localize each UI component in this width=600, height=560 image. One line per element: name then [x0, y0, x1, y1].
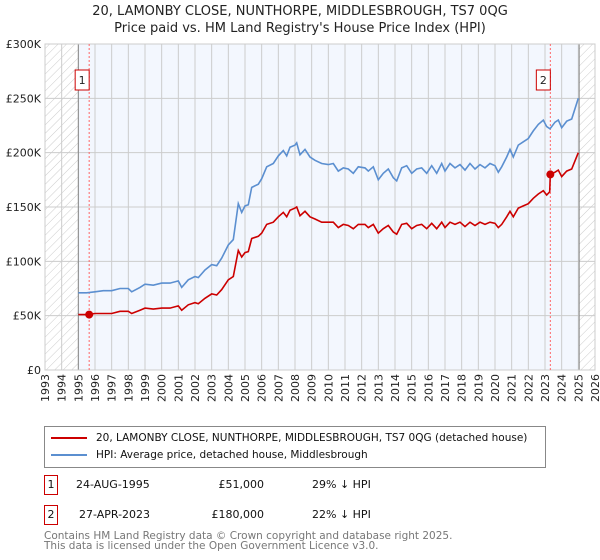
legend: 20, LAMONBY CLOSE, NUNTHORPE, MIDDLESBRO… — [44, 426, 546, 468]
plot-area: 1993 1994 1995 1996 1997 1998 1999 2000 2001 2002… — [6, 38, 600, 402]
legend-item-property: 20, LAMONBY CLOSE, NUNTHORPE, MIDDLESBRO… — [51, 430, 527, 446]
x-tick-label: 1994 — [56, 374, 69, 402]
legend-swatch — [51, 437, 87, 439]
sale-label-box — [535, 69, 551, 91]
footer-copyright: Contains HM Land Registry data © Crown c… — [44, 530, 453, 542]
x-tick-label: 2010 — [322, 374, 335, 402]
x-tick-label: 1997 — [106, 374, 119, 402]
x-tick-label: 2018 — [456, 374, 469, 402]
x-tick-label: 2003 — [206, 374, 219, 402]
x-tick-label: 2004 — [222, 374, 235, 402]
sale-badge: 1 — [44, 475, 58, 495]
price-paid-line — [78, 152, 580, 316]
x-tick-label: 1995 — [72, 374, 85, 402]
x-tick-label: 2005 — [239, 374, 252, 402]
sale-date: 24-AUG-1995 — [76, 478, 150, 491]
x-tick-label: 1998 — [122, 374, 135, 402]
legend-swatch — [51, 454, 87, 456]
sale-hpi-diff: 29% ↓ HPI — [312, 478, 371, 491]
sale-point — [85, 310, 94, 319]
legend-item-hpi: HPI: Average price, detached house, Midd… — [51, 447, 368, 463]
x-tick-label: 1993 — [39, 374, 52, 402]
sale-point — [546, 170, 555, 179]
legend-label: HPI: Average price, detached house, Midd… — [96, 449, 368, 461]
y-tick-label: £200K — [6, 147, 42, 160]
x-tick-label: 2025 — [572, 374, 585, 402]
y-tick-label: £100K — [6, 255, 42, 268]
chart-subtitle: Price paid vs. HM Land Registry's House … — [114, 21, 486, 36]
sale-label: 1 — [79, 74, 86, 87]
sale-price: £51,000 — [218, 478, 265, 491]
x-tick-label: 2002 — [189, 374, 202, 402]
x-tick-label: 2014 — [389, 374, 402, 402]
x-tick-label: 2020 — [489, 374, 502, 402]
sale-date: 27-APR-2023 — [79, 508, 151, 521]
x-tick-label: 2013 — [372, 374, 385, 402]
y-tick-label: £150K — [6, 201, 42, 214]
x-tick-label: 2000 — [156, 374, 169, 402]
x-tick-label: 2011 — [339, 374, 352, 402]
x-tick-label: 2008 — [289, 374, 302, 402]
x-tick-label: 2017 — [439, 374, 452, 402]
plot-border — [44, 43, 596, 371]
sale-row-1: 1 24-AUG-1995 £51,000 29% ↓ HPI — [44, 475, 564, 495]
x-tick-label: 2015 — [406, 374, 419, 402]
x-tick-label: 2019 — [472, 374, 485, 402]
footer: Contains HM Land Registry data © Crown c… — [44, 530, 453, 552]
hpi-line — [78, 98, 580, 294]
sale-badge: 2 — [44, 505, 58, 525]
x-tick-label: 2022 — [522, 374, 535, 402]
x-tick-label: 2016 — [422, 374, 435, 402]
chart-title: 20, LAMONBY CLOSE, NUNTHORPE, MIDDLESBRO… — [92, 4, 508, 19]
sale-label: 2 — [540, 74, 547, 87]
sale-row-2: 2 27-APR-2023 £180,000 22% ↓ HPI — [44, 505, 564, 525]
sale-price: £180,000 — [211, 508, 265, 521]
footer-licence: This data is licensed under the Open Gov… — [44, 540, 379, 552]
y-tick-label: £300K — [6, 38, 42, 51]
x-tick-label: 2001 — [172, 374, 185, 402]
legend-label: 20, LAMONBY CLOSE, NUNTHORPE, MIDDLESBRO… — [96, 432, 528, 444]
x-tick-label: 1999 — [139, 374, 152, 402]
x-tick-label: 1996 — [89, 374, 102, 402]
x-tick-label: 2021 — [506, 374, 519, 402]
x-tick-label: 2012 — [356, 374, 369, 402]
y-tick-label: £250K — [6, 92, 42, 105]
x-tick-label: 2024 — [556, 374, 569, 402]
x-tick-label: 2006 — [256, 374, 269, 402]
x-tick-label: 2023 — [539, 374, 552, 402]
x-tick-label: 2007 — [272, 374, 285, 402]
y-tick-label: £50K — [13, 310, 42, 323]
x-tick-label: 2009 — [306, 374, 319, 402]
sale-hpi-diff: 22% ↓ HPI — [312, 508, 371, 521]
y-tick-label: £0 — [27, 364, 41, 377]
x-tick-label: 2026 — [589, 374, 600, 402]
sale-label-box — [74, 69, 90, 91]
